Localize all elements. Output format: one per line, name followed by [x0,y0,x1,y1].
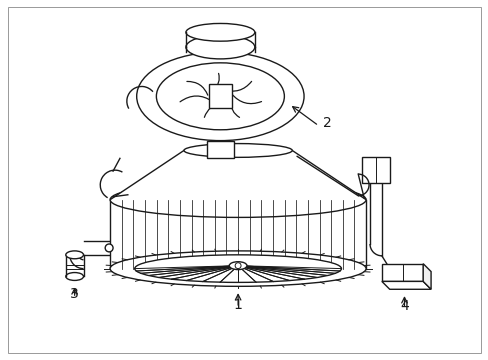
Text: 4: 4 [399,299,408,313]
Ellipse shape [185,23,254,41]
FancyArrowPatch shape [231,94,261,104]
Text: 1: 1 [233,298,242,312]
Ellipse shape [183,144,292,157]
Ellipse shape [185,35,254,59]
Ellipse shape [110,251,366,286]
Ellipse shape [135,255,341,282]
FancyBboxPatch shape [381,264,422,282]
Ellipse shape [229,262,246,270]
Ellipse shape [137,257,339,280]
Ellipse shape [110,182,366,217]
FancyArrowPatch shape [186,81,207,95]
Polygon shape [381,282,430,289]
FancyArrowPatch shape [223,81,251,91]
Polygon shape [422,264,430,289]
Ellipse shape [105,244,113,252]
Ellipse shape [156,63,284,130]
Polygon shape [110,150,366,200]
Circle shape [235,263,241,269]
FancyBboxPatch shape [362,157,389,183]
Text: 2: 2 [322,116,331,130]
FancyArrowPatch shape [204,104,222,117]
FancyArrowPatch shape [231,101,239,117]
FancyArrowPatch shape [213,73,219,90]
Text: 3: 3 [70,287,79,301]
Ellipse shape [137,52,304,141]
FancyBboxPatch shape [206,141,234,158]
Ellipse shape [66,273,83,280]
FancyBboxPatch shape [208,85,232,108]
Ellipse shape [66,251,83,259]
FancyArrowPatch shape [180,96,212,102]
